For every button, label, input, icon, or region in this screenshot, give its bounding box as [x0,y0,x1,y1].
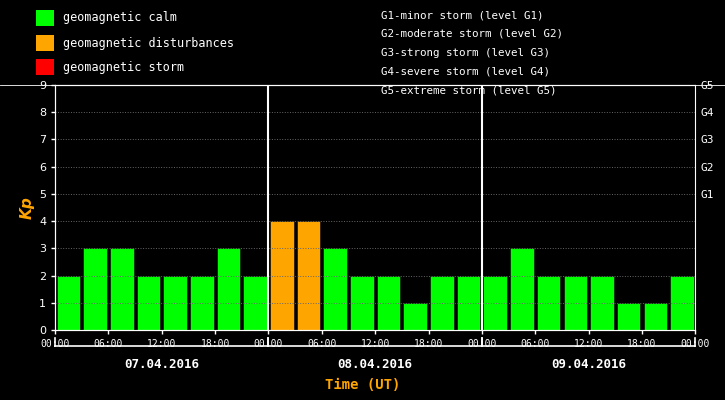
Text: G4-severe storm (level G4): G4-severe storm (level G4) [381,66,550,76]
Bar [457,276,480,330]
Text: G2-moderate storm (level G2): G2-moderate storm (level G2) [381,29,563,39]
Bar [403,303,427,330]
Text: G1-minor storm (level G1): G1-minor storm (level G1) [381,10,543,20]
Bar [297,221,320,330]
Bar [137,276,160,330]
Bar [57,276,80,330]
Text: geomagnetic disturbances: geomagnetic disturbances [63,37,234,50]
Bar [377,276,400,330]
Bar [563,276,587,330]
Bar [430,276,454,330]
Bar [244,276,267,330]
Bar [270,221,294,330]
Bar [617,303,640,330]
Text: geomagnetic calm: geomagnetic calm [63,12,177,24]
Bar [323,248,347,330]
Bar [484,276,507,330]
Bar [110,248,133,330]
Bar [350,276,373,330]
Bar [217,248,240,330]
Text: geomagnetic storm: geomagnetic storm [63,61,184,74]
Bar [510,248,534,330]
Bar [644,303,667,330]
Bar [670,276,694,330]
Bar [590,276,613,330]
Text: G5-extreme storm (level G5): G5-extreme storm (level G5) [381,85,556,95]
Bar [190,276,214,330]
Text: Time (UT): Time (UT) [325,378,400,392]
Text: 09.04.2016: 09.04.2016 [551,358,626,370]
Bar [83,248,107,330]
Text: 07.04.2016: 07.04.2016 [124,358,199,370]
Y-axis label: Kp: Kp [20,196,35,219]
Text: 08.04.2016: 08.04.2016 [338,358,413,370]
Text: G3-strong storm (level G3): G3-strong storm (level G3) [381,48,550,58]
Bar [536,276,560,330]
Bar [163,276,187,330]
